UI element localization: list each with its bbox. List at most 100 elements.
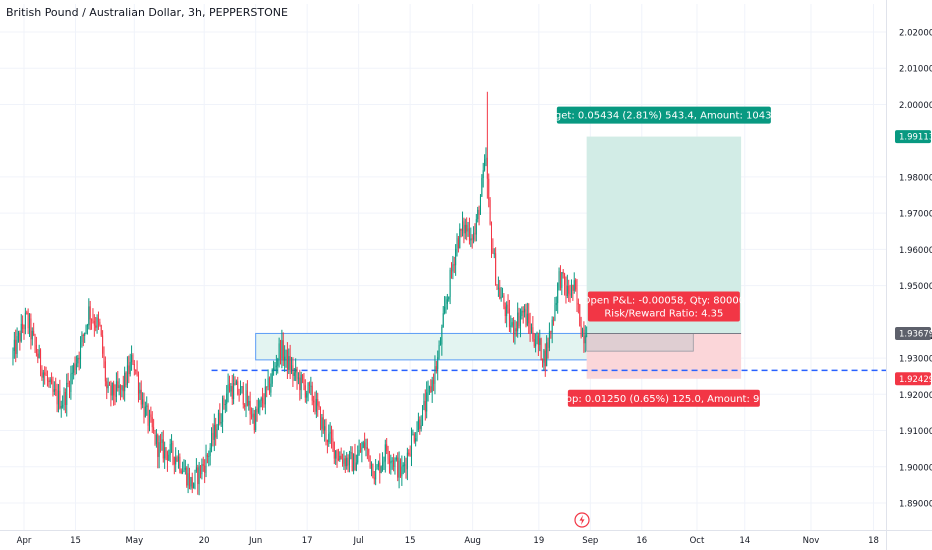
candle-body bbox=[457, 238, 459, 249]
candle-body bbox=[561, 272, 563, 288]
candle-body bbox=[297, 377, 299, 379]
candle-body bbox=[93, 320, 95, 326]
candle-body bbox=[195, 467, 197, 471]
candle-body bbox=[477, 209, 479, 220]
price-tick-label: 1.93000 bbox=[899, 355, 932, 365]
candle-body bbox=[547, 342, 549, 348]
candle-body bbox=[502, 295, 504, 297]
candle-body bbox=[212, 432, 214, 440]
candle-body bbox=[233, 383, 235, 400]
candle-body bbox=[409, 454, 411, 456]
candle-body bbox=[485, 157, 487, 160]
candle-body bbox=[140, 389, 142, 405]
candle-body bbox=[416, 429, 418, 439]
candle-body bbox=[471, 238, 473, 240]
candle-body bbox=[103, 353, 105, 362]
candle-body bbox=[115, 381, 117, 397]
candle-body bbox=[106, 381, 108, 389]
candle-body bbox=[104, 361, 106, 382]
candle-body bbox=[503, 295, 505, 307]
candle-body bbox=[375, 468, 377, 480]
candle-body bbox=[557, 283, 559, 304]
candle-body bbox=[48, 380, 50, 383]
price-tick-label: 1.95000 bbox=[899, 282, 932, 292]
candle-body bbox=[237, 381, 239, 395]
candle-body bbox=[251, 414, 253, 418]
candle-body bbox=[586, 335, 588, 337]
candle-body bbox=[495, 253, 497, 285]
candle-body bbox=[175, 457, 177, 465]
candle-body bbox=[211, 432, 213, 448]
candle-body bbox=[249, 400, 251, 415]
candle-body bbox=[126, 365, 128, 385]
candle-body bbox=[391, 460, 393, 462]
candle-body bbox=[198, 466, 200, 485]
candle-body bbox=[286, 349, 288, 370]
candle-body bbox=[257, 407, 259, 413]
candle-body bbox=[125, 372, 127, 385]
candle-body bbox=[390, 461, 392, 464]
candle-body bbox=[215, 424, 217, 438]
candle-body bbox=[197, 467, 199, 485]
candle-body bbox=[66, 382, 68, 405]
candle-body bbox=[358, 449, 360, 455]
candle-body bbox=[304, 385, 306, 398]
candle-body bbox=[71, 372, 73, 374]
candle-body bbox=[220, 421, 222, 424]
candle-body bbox=[526, 313, 528, 326]
candle-body bbox=[110, 385, 112, 396]
price-label-entry bbox=[895, 326, 931, 340]
candle-body bbox=[288, 356, 290, 370]
candle-body bbox=[401, 466, 403, 477]
candle-body bbox=[528, 313, 530, 324]
candle-body bbox=[82, 335, 84, 337]
time-tick-label: Apr bbox=[17, 536, 32, 546]
candle-body bbox=[55, 389, 57, 391]
candle-body bbox=[242, 386, 244, 405]
candle-body bbox=[530, 327, 532, 333]
candle-body bbox=[255, 409, 257, 430]
candle-body bbox=[393, 460, 395, 467]
candle-body bbox=[536, 335, 538, 344]
candle-body bbox=[351, 452, 353, 472]
time-tick-label: Nov bbox=[803, 536, 820, 546]
candle-body bbox=[311, 385, 313, 401]
candle-body bbox=[470, 238, 472, 241]
candle-body bbox=[209, 447, 211, 456]
candle-body bbox=[194, 470, 196, 484]
candle-body bbox=[519, 315, 521, 327]
candle-body bbox=[131, 354, 133, 362]
price-tick-label: 1.90000 bbox=[899, 463, 932, 473]
candle-body bbox=[343, 458, 345, 464]
candle-body bbox=[45, 374, 47, 376]
candle-body bbox=[575, 280, 577, 290]
candle-body bbox=[518, 312, 520, 327]
candle-body bbox=[262, 398, 264, 404]
candle-body bbox=[550, 331, 552, 333]
candle-body bbox=[359, 449, 361, 453]
candle-body bbox=[474, 232, 476, 235]
candle-body bbox=[206, 454, 208, 457]
time-tick-label: Sep bbox=[582, 536, 598, 546]
candle-body bbox=[395, 457, 397, 460]
candle-body bbox=[64, 392, 66, 405]
candle-body bbox=[431, 380, 433, 393]
lightning-icon[interactable] bbox=[574, 512, 590, 528]
candle-body bbox=[136, 370, 138, 375]
candle-body bbox=[499, 287, 501, 299]
candle-body bbox=[426, 392, 428, 412]
candle-body bbox=[566, 285, 568, 296]
candle-body bbox=[191, 477, 193, 489]
candle-body bbox=[394, 459, 396, 467]
candle-body bbox=[579, 304, 581, 326]
candle-body bbox=[332, 438, 334, 442]
candle-body bbox=[117, 381, 119, 389]
candle-body bbox=[19, 333, 21, 342]
candle-body bbox=[204, 465, 206, 473]
candle-body bbox=[398, 460, 400, 478]
candle-body bbox=[114, 395, 116, 397]
candle-body bbox=[235, 381, 237, 385]
